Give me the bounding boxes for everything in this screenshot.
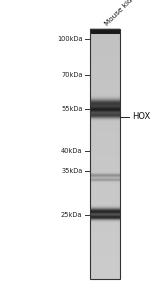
Text: 40kDa: 40kDa [61, 148, 82, 154]
Text: 55kDa: 55kDa [61, 107, 82, 112]
Text: Mouse kidney: Mouse kidney [104, 0, 143, 27]
Text: 70kDa: 70kDa [61, 72, 82, 78]
Text: 100kDa: 100kDa [57, 36, 82, 42]
Text: HOXA10: HOXA10 [132, 112, 150, 121]
Text: 25kDa: 25kDa [61, 212, 82, 217]
Bar [90, 29, 120, 34]
Text: 35kDa: 35kDa [61, 168, 82, 174]
